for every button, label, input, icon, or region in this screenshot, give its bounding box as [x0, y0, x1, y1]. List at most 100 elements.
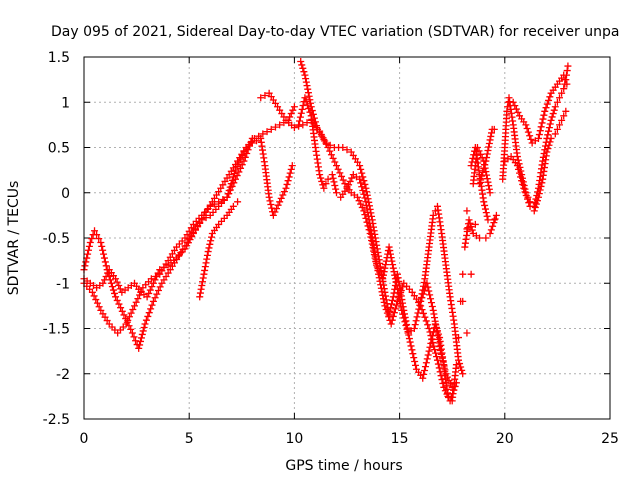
data-point-satellite-track-b	[143, 293, 151, 301]
data-point-satellite-track-b	[445, 377, 453, 385]
x-tick-label: 25	[601, 431, 619, 447]
data-point-satellite-track-d	[198, 282, 206, 290]
data-point-satellite-track-c	[267, 201, 275, 209]
data-point-satellite-track-b	[339, 176, 347, 184]
data-point-satellite-track-c	[357, 179, 365, 187]
data-point-satellite-track-e	[516, 169, 524, 177]
data-point-satellite-track-c	[434, 360, 442, 368]
data-point-satellite-track-c	[477, 150, 485, 158]
data-point-satellite-track-c	[389, 312, 397, 320]
data-point-satellite-track-a	[424, 351, 432, 359]
data-point-satellite-track-a	[276, 121, 284, 129]
data-point-satellite-track-c	[379, 291, 387, 299]
data-point-satellite-track-c	[210, 200, 218, 208]
data-point-satellite-track-a	[102, 262, 110, 270]
data-point-satellite-track-d	[485, 143, 493, 151]
data-point-satellite-track-a	[137, 337, 145, 345]
data-point-satellite-track-d	[203, 255, 211, 263]
data-point-satellite-track-c	[475, 147, 483, 155]
data-point-satellite-track-e	[532, 200, 540, 208]
data-point-satellite-track-b	[427, 299, 435, 307]
data-point-satellite-track-e	[534, 134, 542, 142]
data-point-satellite-track-e	[543, 100, 551, 108]
data-point-satellite-track-b	[398, 306, 406, 314]
data-point-satellite-track-a	[81, 262, 89, 270]
data-point-satellite-track-e	[545, 141, 553, 149]
data-point-satellite-track-a	[412, 361, 420, 369]
data-point-satellite-track-b	[490, 216, 498, 224]
data-point-satellite-track-e	[547, 134, 555, 142]
data-point-satellite-track-e	[535, 131, 543, 139]
data-point-satellite-track-e	[519, 180, 527, 188]
data-point-satellite-track-e	[503, 107, 511, 115]
data-point-satellite-track-e	[538, 179, 546, 187]
data-point-satellite-track-a	[419, 374, 427, 382]
data-point-satellite-track-e	[512, 105, 520, 113]
data-point-satellite-track-e	[560, 85, 568, 93]
data-point-satellite-track-b	[322, 140, 330, 148]
data-point-satellite-track-c	[284, 177, 292, 185]
data-point-satellite-track-c	[134, 295, 142, 303]
data-point-satellite-track-d	[483, 154, 491, 162]
data-point-satellite-track-c	[95, 303, 103, 311]
data-point-satellite-track-a	[298, 61, 306, 69]
data-point-satellite-track-c	[324, 175, 332, 183]
data-point-satellite-track-c	[332, 185, 340, 193]
data-point-satellite-track-c	[348, 174, 356, 182]
data-point-satellite-track-e	[542, 104, 550, 112]
data-point-satellite-track-c	[230, 170, 238, 178]
data-point-satellite-track-c	[332, 189, 340, 197]
data-point-satellite-track-b	[413, 313, 421, 321]
data-point-satellite-track-b	[326, 147, 334, 155]
data-point-satellite-track-b	[412, 317, 420, 325]
data-point-satellite-track-c	[296, 117, 304, 125]
data-point-satellite-track-a	[300, 68, 308, 76]
data-point-satellite-track-e	[530, 207, 538, 215]
data-point-satellite-track-a	[406, 338, 414, 346]
data-point-satellite-track-c	[360, 190, 368, 198]
data-point-satellite-track-c	[486, 189, 494, 197]
data-point-satellite-track-e	[544, 145, 552, 153]
data-point-satellite-track-c	[296, 113, 304, 121]
data-point-satellite-track-b	[355, 197, 363, 205]
data-point-satellite-track-c	[433, 356, 441, 364]
data-point-satellite-track-b	[437, 350, 445, 358]
data-point-satellite-track-a	[482, 234, 490, 242]
data-point-satellite-track-b	[380, 268, 388, 276]
data-point-satellite-track-c	[206, 202, 214, 210]
data-point-satellite-track-c	[473, 144, 481, 151]
data-point-satellite-track-b	[382, 261, 390, 269]
data-point-satellite-track-b	[438, 354, 446, 362]
data-point-satellite-track-e	[513, 153, 521, 161]
data-point-satellite-track-c	[346, 177, 354, 185]
data-point-satellite-track-b	[99, 279, 107, 287]
data-point-satellite-track-d	[484, 147, 492, 155]
data-point-satellite-track-b	[313, 124, 321, 132]
data-point-satellite-track-a	[420, 370, 428, 378]
x-tick-labels: 0 5 10 15 20 25	[80, 431, 619, 447]
data-point-satellite-track-a	[301, 71, 309, 79]
data-point-satellite-track-c	[377, 284, 385, 292]
data-point-satellite-track-d	[477, 176, 485, 184]
data-point-satellite-track-a	[287, 110, 295, 118]
data-point-satellite-track-c	[450, 386, 458, 394]
data-point-satellite-track-e	[517, 173, 525, 181]
data-point-satellite-track-b	[327, 151, 335, 159]
data-point-satellite-track-e	[558, 89, 566, 97]
data-point-satellite-track-b	[338, 172, 346, 180]
data-point-satellite-track-e	[511, 102, 519, 110]
data-point-satellite-track-c	[437, 372, 445, 380]
data-point-satellite-track-e	[513, 162, 521, 170]
data-point-satellite-track-e	[514, 165, 522, 173]
data-point-satellite-track-c	[287, 165, 295, 173]
data-point-satellite-track-a	[118, 307, 126, 315]
data-point-satellite-track-b	[386, 247, 394, 255]
data-point-satellite-track-a	[343, 146, 351, 154]
data-point-satellite-track-c	[421, 313, 429, 321]
data-point-satellite-track-d	[457, 363, 465, 371]
data-point-satellite-track-c	[147, 275, 155, 283]
data-point-satellite-track-b	[386, 250, 394, 258]
data-point-satellite-track-d	[234, 198, 242, 206]
data-point-satellite-track-c	[136, 291, 144, 299]
data-point-satellite-track-c	[380, 298, 388, 306]
